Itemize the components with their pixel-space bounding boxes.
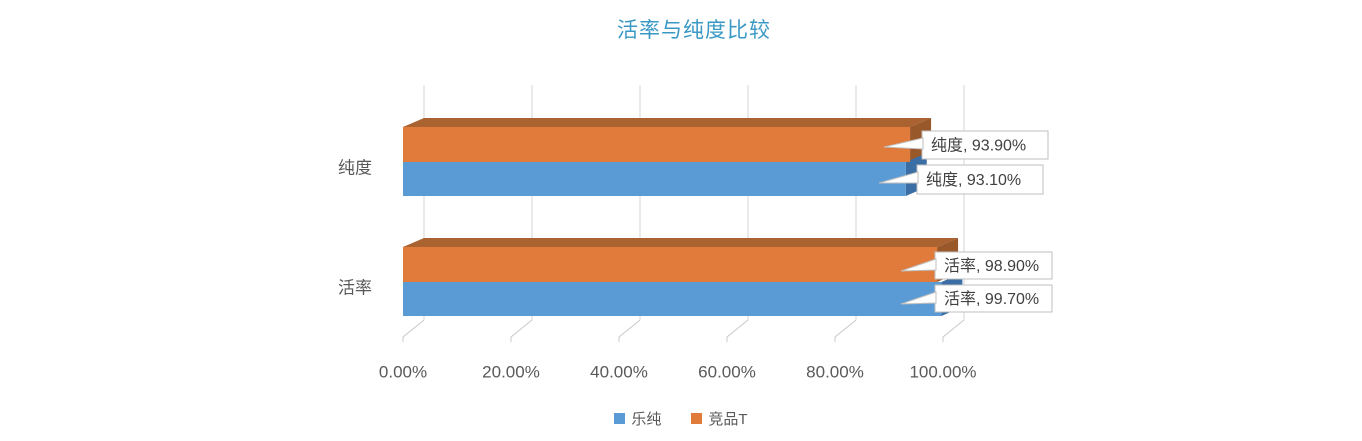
data-label-text: 活率, 98.90% <box>944 257 1039 275</box>
data-label-callout-tail <box>900 258 937 272</box>
legend-item-lechun: 乐纯 <box>614 408 661 429</box>
chart-title: 活率与纯度比较 <box>617 19 771 42</box>
chart-legend: 乐纯 竞品T <box>0 405 1362 431</box>
legend-label-jingpin-t: 竞品T <box>708 410 748 428</box>
bar-lechun-纯度 <box>403 162 906 196</box>
floor-tick <box>510 319 533 342</box>
x-tick-label: 80.00% <box>806 363 864 382</box>
x-tick-label: 60.00% <box>698 363 756 382</box>
bar-jingpin-t-纯度 <box>403 127 911 162</box>
legend-swatch-blue <box>614 412 626 424</box>
floor-tick <box>618 319 641 342</box>
data-label-text: 活率, 99.70% <box>944 290 1039 308</box>
y-category-label: 纯度 <box>338 159 372 178</box>
bar-jingpin-t-活率 <box>403 247 938 282</box>
data-label-callout-tail <box>883 137 924 150</box>
legend-swatch-orange <box>691 412 703 424</box>
data-label-text: 纯度, 93.90% <box>931 137 1026 155</box>
x-tick-label: 0.00% <box>379 363 427 382</box>
data-label-text: 纯度, 93.10% <box>926 171 1021 189</box>
bar-top-face-jingpin-t <box>403 118 932 127</box>
data-label-callout-tail <box>900 291 937 305</box>
x-tick-label: 20.00% <box>482 363 540 382</box>
x-tick-label: 100.00% <box>909 363 976 382</box>
data-label-callout-box <box>934 284 1053 313</box>
bar-top-face-jingpin-t <box>403 238 959 247</box>
floor-tick <box>834 319 857 342</box>
data-label-callout-box <box>916 164 1044 195</box>
x-tick-label: 40.00% <box>590 363 648 382</box>
legend-label-lechun: 乐纯 <box>631 410 662 428</box>
data-label-callout-box <box>934 251 1053 280</box>
floor-tick <box>942 319 965 342</box>
y-category-label: 活率 <box>338 279 372 298</box>
legend-item-jingpin-t: 竞品T <box>691 408 748 429</box>
floor-tick <box>402 319 425 342</box>
data-label-callout-tail <box>878 171 919 184</box>
floor-tick <box>726 319 749 342</box>
bar-lechun-活率 <box>403 282 942 316</box>
